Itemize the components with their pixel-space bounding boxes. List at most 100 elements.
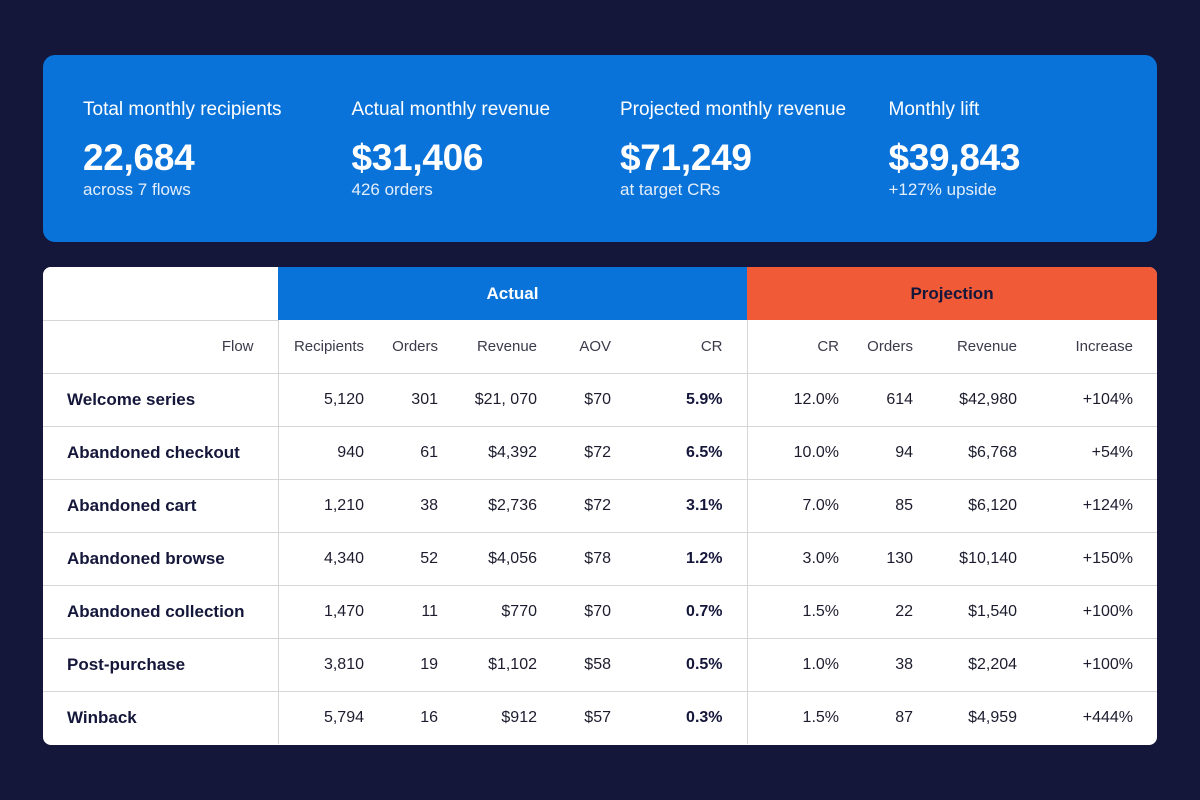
cell-flow: Welcome series	[43, 373, 278, 427]
cell-revenue: $2,736	[462, 479, 561, 533]
group-header-projection: Projection	[747, 267, 1157, 320]
cell-aov: $57	[584, 708, 611, 726]
cell-aov: $72	[561, 426, 635, 480]
col-header-aov: AOV	[561, 320, 635, 374]
cell-aov: $58	[561, 638, 635, 692]
cell-cr: 5.9%	[635, 373, 748, 427]
cell-recipients: 3,810	[277, 638, 388, 692]
cell-flow: Abandoned checkout	[43, 426, 278, 480]
cell-orders: 19	[388, 638, 462, 692]
stat-projected-revenue: Projected monthly revenue $71,249 at tar…	[620, 99, 889, 242]
table-row: Abandoned checkout 940 61 $4,392 $72 6.5…	[43, 426, 1157, 480]
stat-monthly-lift: Monthly lift $39,843 +127% upside	[889, 99, 1158, 242]
cell-recipients: 4,340	[277, 532, 388, 586]
cell-orders: 52	[388, 532, 462, 586]
cell-cr: 3.1%	[635, 479, 748, 533]
col-header-projected-revenue: Revenue	[937, 320, 1042, 374]
stat-sub: +127% upside	[888, 180, 997, 199]
cell-projected-revenue: $6,120	[937, 479, 1042, 533]
stat-label: Monthly lift	[888, 99, 980, 120]
stat-sub: across 7 flows	[83, 180, 191, 199]
cell-projected-orders: 38	[863, 638, 938, 692]
stat-sub: at target CRs	[620, 180, 721, 199]
group-header-row: Actual Projection	[43, 267, 1157, 321]
cell-recipients: 5,794	[277, 691, 388, 744]
cell-increase: +124%	[1041, 479, 1157, 533]
table-row: Post-purchase 3,810 19 $1,102 $58 0.5% 1…	[43, 638, 1157, 692]
cell-projected-revenue: $1,540	[937, 585, 1042, 639]
cell-projected-orders: 130	[863, 532, 938, 586]
table-row: Abandoned cart 1,210 38 $2,736 $72 3.1% …	[43, 479, 1157, 533]
cell-cr: 1.2%	[635, 532, 748, 586]
stat-label: Total monthly recipients	[83, 99, 282, 120]
table-row: Abandoned collection 1,470 11 $770 $70 0…	[43, 585, 1157, 639]
cell-projected-cr: 1.5%	[746, 691, 864, 744]
col-header-flow: Flow	[43, 320, 278, 374]
cell-orders: 11	[388, 585, 462, 639]
cell-revenue: $4,392	[462, 426, 561, 480]
cell-projected-orders: 87	[895, 708, 914, 726]
cell-projected-orders: 22	[863, 585, 938, 639]
cell-increase: +444%	[1082, 708, 1134, 726]
cell-revenue: $770	[462, 585, 561, 639]
cell-projected-revenue: $42,980	[937, 373, 1042, 427]
stat-sub: 426 orders	[351, 180, 433, 199]
stat-label: Actual monthly revenue	[351, 99, 551, 120]
flows-table-card: Actual Projection Flow Recipients Orders…	[43, 267, 1157, 745]
cell-flow: Abandoned browse	[43, 532, 278, 586]
cell-cr: 6.5%	[635, 426, 748, 480]
cell-cr: 0.7%	[635, 585, 748, 639]
cell-recipients: 1,470	[277, 585, 388, 639]
cell-cr: 0.5%	[635, 638, 748, 692]
group-header-empty	[43, 267, 278, 321]
cell-increase: +150%	[1041, 532, 1157, 586]
cell-projected-cr: 7.0%	[746, 479, 864, 533]
cell-aov: $78	[561, 532, 635, 586]
table-row: Winback 5,794 16 $912 $57 0.3% 1.5% 87 $…	[43, 691, 1157, 744]
cell-increase: +100%	[1041, 638, 1157, 692]
cell-recipients: 940	[277, 426, 388, 480]
cell-recipients: 5,120	[277, 373, 388, 427]
col-header-recipients: Recipients	[277, 320, 388, 374]
cell-flow: Winback	[67, 707, 137, 727]
stat-actual-revenue: Actual monthly revenue $31,406 426 order…	[352, 99, 621, 242]
col-header-revenue: Revenue	[462, 320, 561, 374]
cell-projected-cr: 1.0%	[746, 638, 864, 692]
cell-flow: Abandoned cart	[43, 479, 278, 533]
cell-aov: $70	[561, 585, 635, 639]
cell-revenue: $21, 070	[462, 373, 561, 427]
table-row: Abandoned browse 4,340 52 $4,056 $78 1.2…	[43, 532, 1157, 586]
cell-flow: Post-purchase	[43, 638, 278, 692]
col-header-orders: Orders	[388, 320, 462, 374]
table-row: Welcome series 5,120 301 $21, 070 $70 5.…	[43, 373, 1157, 427]
cell-revenue: $1,102	[462, 638, 561, 692]
stat-value: 22,684	[83, 137, 195, 178]
col-header-projected-cr: CR	[746, 320, 864, 374]
col-header-projected-orders: Orders	[863, 320, 938, 374]
cell-orders: 38	[388, 479, 462, 533]
cell-projected-orders: 85	[863, 479, 938, 533]
cell-projected-cr: 3.0%	[746, 532, 864, 586]
cell-projected-revenue: $4,959	[968, 708, 1018, 726]
cell-projected-orders: 614	[863, 373, 938, 427]
cell-orders: 61	[388, 426, 462, 480]
cell-projected-revenue: $10,140	[937, 532, 1042, 586]
cell-aov: $72	[561, 479, 635, 533]
stat-value: $31,406	[351, 137, 484, 178]
stat-value: $39,843	[888, 137, 1021, 178]
cell-increase: +54%	[1041, 426, 1157, 480]
cell-projected-orders: 94	[863, 426, 938, 480]
cell-cr: 0.3%	[686, 708, 723, 726]
cell-orders: 16	[420, 708, 438, 726]
cell-orders: 301	[388, 373, 462, 427]
col-header-cr: CR	[635, 320, 748, 374]
column-header-row: Flow Recipients Orders Revenue AOV CR CR…	[43, 320, 1157, 374]
summary-panel: Total monthly recipients 22,684 across 7…	[43, 55, 1157, 242]
col-header-increase: Increase	[1041, 320, 1157, 374]
cell-projected-cr: 12.0%	[746, 373, 864, 427]
cell-projected-cr: 10.0%	[746, 426, 864, 480]
group-header-actual: Actual	[278, 267, 748, 320]
stat-label: Projected monthly revenue	[620, 99, 847, 120]
cell-projected-revenue: $6,768	[937, 426, 1042, 480]
stat-value: $71,249	[620, 137, 752, 178]
